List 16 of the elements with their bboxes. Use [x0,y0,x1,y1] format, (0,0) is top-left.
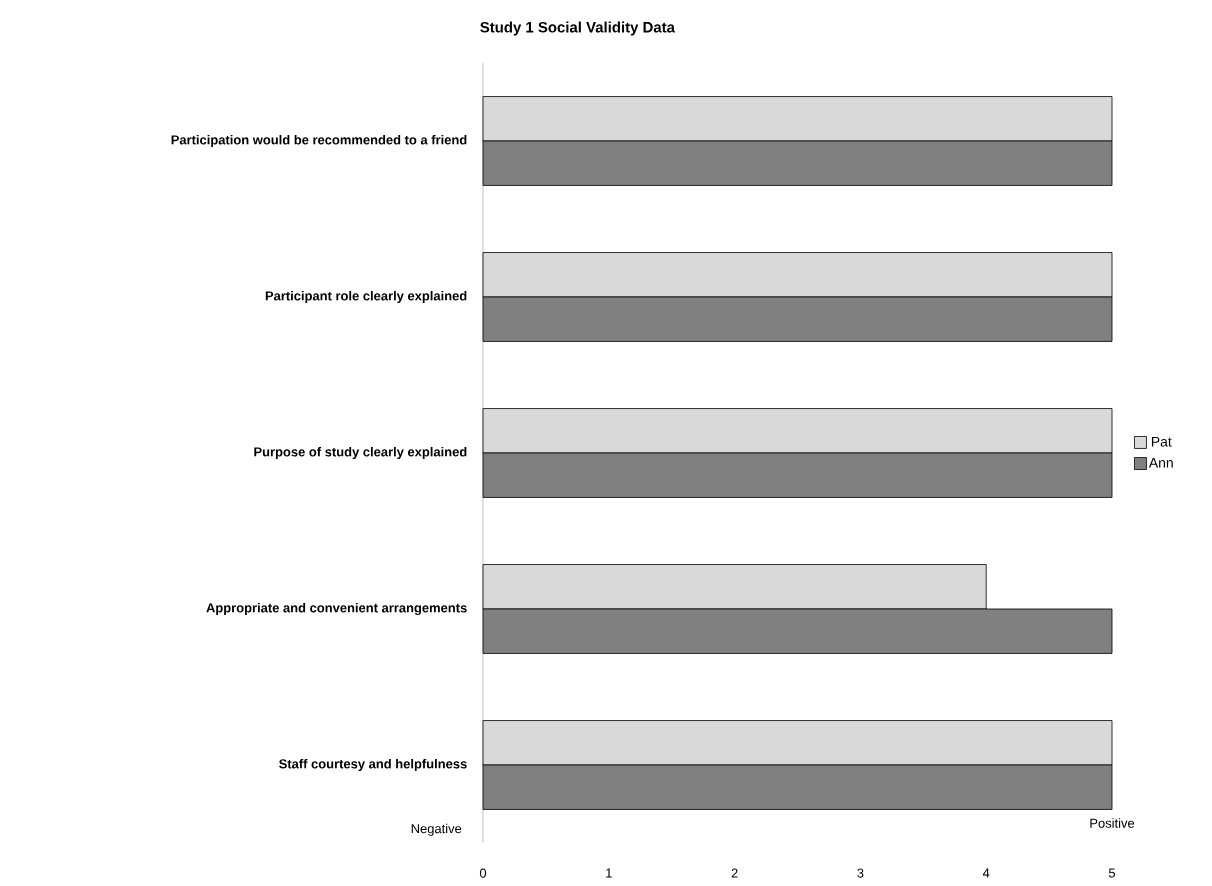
chart-title: Study 1 Social Validity Data [480,21,676,36]
y-tick-label: Appropriate and convenient arrangements [206,602,467,616]
legend-label: Pat [1151,436,1172,447]
x-tick-label: 0 [479,868,487,878]
annotation: Positive [1090,818,1135,828]
x-tick-label: 5 [1108,868,1116,878]
y-tick-label: Staff courtesy and helpfulness [279,758,467,772]
x-tick-label: 4 [982,868,990,878]
x-tick-label: 2 [731,868,738,878]
x-tick-label: 3 [857,868,864,878]
y-tick-label: Participant role clearly explained [265,290,467,304]
text: Negative [411,823,462,836]
x-tick-label: 1 [606,868,612,878]
legend-label: Ann [1148,457,1173,468]
y-tick-label: Participation would be recommended to a friend [171,134,467,148]
y-tick-label: Purpose of study clearly explained [254,446,467,460]
